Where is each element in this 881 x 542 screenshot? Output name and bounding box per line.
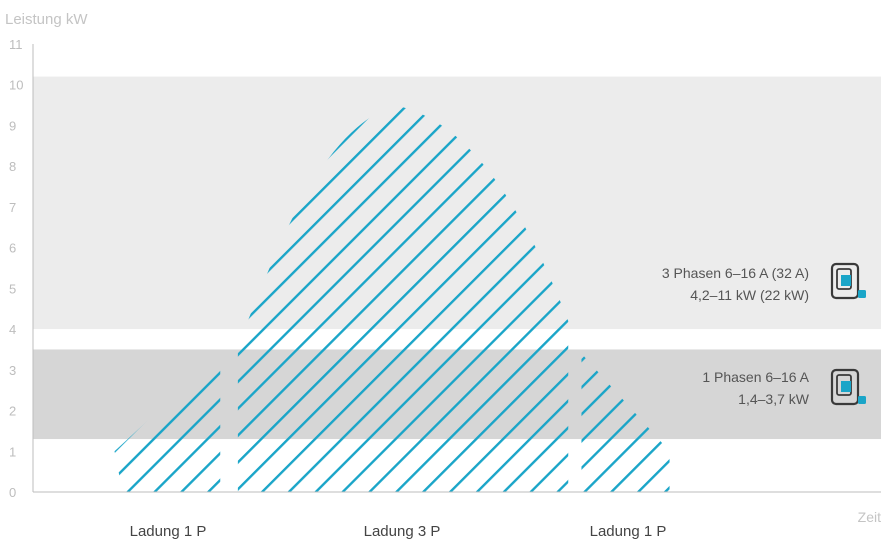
y-tick-1: 1 [9,444,16,459]
wallbox-3p-icon [830,262,866,300]
axes [32,44,881,493]
y-tick-6: 6 [9,241,16,256]
band-1p-line1: 1 Phasen 6–16 A [702,369,809,385]
y-tick-11: 11 [9,37,23,52]
y-tick-0: 0 [9,485,16,500]
y-tick-5: 5 [9,281,16,296]
y-tick-2: 2 [9,404,16,419]
y-axis-title: Leistung kW [5,11,88,28]
y-tick-4: 4 [9,322,16,337]
x-label-ladung-3p: Ladung 3 P [364,523,441,540]
y-tick-8: 8 [9,159,16,174]
band-3p-line2: 4,2–11 kW (22 kW) [690,287,809,303]
x-axis-title: Zeit [858,509,881,525]
wallbox-1p-icon [830,368,866,406]
band-1p-line2: 1,4–3,7 kW [738,391,810,407]
y-tick-9: 9 [9,118,16,133]
band-3p-line1: 3 Phasen 6–16 A (32 A) [662,265,809,281]
y-tick-10: 10 [9,78,23,93]
x-label-ladung-1p-second: Ladung 1 P [590,523,667,540]
y-tick-labels: 0 1 2 3 4 5 6 7 8 9 10 11 [9,37,23,500]
y-tick-7: 7 [9,200,16,215]
x-label-ladung-1p-first: Ladung 1 P [130,523,207,540]
y-tick-3: 3 [9,363,16,378]
